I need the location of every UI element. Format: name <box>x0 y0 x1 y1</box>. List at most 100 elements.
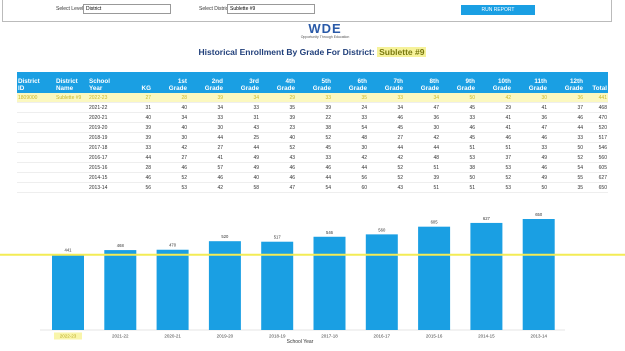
column-header: 1st Grade <box>152 72 188 93</box>
table-cell: 36 <box>404 112 440 123</box>
run-report-button[interactable]: RUN REPORT <box>461 5 535 15</box>
table-cell <box>55 102 88 113</box>
table-cell: 43 <box>368 182 404 193</box>
table-cell: 52 <box>296 132 332 143</box>
column-header: 3rd Grade <box>224 72 260 93</box>
table-cell: 54 <box>548 162 584 173</box>
x-tick-label: 2016-17 <box>374 334 391 339</box>
x-tick-label: 2022-23 <box>60 334 77 339</box>
table-cell: 52 <box>368 162 404 173</box>
table-cell: 605 <box>584 162 608 173</box>
table-cell: 41 <box>476 112 512 123</box>
table-cell: 33 <box>368 93 404 103</box>
bar <box>208 241 241 330</box>
value-label: 627 <box>483 216 491 221</box>
table-cell: 28 <box>128 162 152 173</box>
value-label: 441 <box>65 248 73 253</box>
value-label: 470 <box>169 243 177 248</box>
table-cell: 43 <box>260 152 296 163</box>
level-select[interactable]: District <box>83 4 171 14</box>
title-text: Historical Enrollment By Grade For Distr… <box>198 47 375 57</box>
table-cell <box>55 152 88 163</box>
value-label: 517 <box>274 235 282 240</box>
table-cell: 25 <box>224 132 260 143</box>
table-cell: 33 <box>332 112 368 123</box>
table-cell: 49 <box>224 152 260 163</box>
value-label: 605 <box>431 220 439 225</box>
table-cell: 40 <box>260 132 296 143</box>
table-cell: 44 <box>404 142 440 153</box>
column-header: 4th Grade <box>260 72 296 93</box>
report-title: Historical Enrollment By Grade For Distr… <box>0 47 625 57</box>
table-cell: 33 <box>224 102 260 113</box>
column-header: Total <box>584 72 608 93</box>
table-cell: 60 <box>332 182 368 193</box>
table-cell <box>17 152 55 163</box>
table-cell: 39 <box>188 93 224 103</box>
table-cell: 31 <box>128 102 152 113</box>
value-label: 520 <box>221 234 229 239</box>
table-cell: 34 <box>152 112 188 123</box>
column-header: 2nd Grade <box>188 72 224 93</box>
table-cell: 44 <box>548 122 584 133</box>
table-cell: 38 <box>440 162 476 173</box>
category-highlight <box>54 332 82 340</box>
column-header: 8th Grade <box>404 72 440 93</box>
table-cell: 2019-20 <box>88 122 128 133</box>
table-cell: 52 <box>548 152 584 163</box>
column-header: District ID <box>17 72 55 93</box>
table-cell: 50 <box>440 172 476 183</box>
table-cell: 33 <box>296 93 332 103</box>
table-cell: 36 <box>512 112 548 123</box>
table-cell: 546 <box>584 142 608 153</box>
table-cell: 46 <box>296 162 332 173</box>
district-label: Select District: <box>199 6 231 12</box>
table-cell: 30 <box>152 132 188 143</box>
table-cell: 51 <box>404 182 440 193</box>
table-cell: 35 <box>332 93 368 103</box>
table-cell: 49 <box>512 172 548 183</box>
table-cell: 54 <box>296 182 332 193</box>
table-row: 2019-20 39 40 30 43 23 38 54 45 30 46 41 47 44 520 <box>17 122 608 133</box>
column-header: 11th Grade <box>512 72 548 93</box>
value-label: 560 <box>378 227 386 232</box>
table-cell: 54 <box>332 122 368 133</box>
table-cell: 560 <box>584 152 608 163</box>
table-cell: 39 <box>128 122 152 133</box>
table-cell: 40 <box>152 102 188 113</box>
table-row: 2013-14 56 53 42 58 47 54 60 43 51 51 53 50 35 650 <box>17 182 608 193</box>
table-cell: 47 <box>260 182 296 193</box>
table-cell: 52 <box>152 172 188 183</box>
table-cell: 50 <box>512 182 548 193</box>
logo-mark: WDE <box>308 21 342 36</box>
table-cell: 2016-17 <box>88 152 128 163</box>
table-cell: 46 <box>188 172 224 183</box>
district-select[interactable]: Sublette #9 <box>227 4 315 14</box>
x-tick-label: 2019-20 <box>217 334 234 339</box>
table-cell: 47 <box>512 122 548 133</box>
table-cell: 31 <box>224 112 260 123</box>
column-header: 9th Grade <box>440 72 476 93</box>
table-cell: 2017-18 <box>88 142 128 153</box>
table-cell: 44 <box>224 142 260 153</box>
table-cell: 46 <box>512 132 548 143</box>
table-cell: 57 <box>188 162 224 173</box>
table-cell: 34 <box>188 102 224 113</box>
x-axis-label: School Year <box>287 339 314 345</box>
table-cell: 27 <box>152 152 188 163</box>
table-cell: 33 <box>188 112 224 123</box>
table-cell: 45 <box>440 102 476 113</box>
column-header: 6th Grade <box>332 72 368 93</box>
table-cell: 37 <box>548 102 584 113</box>
table-cell: 45 <box>440 132 476 143</box>
table-row: 2017-18 33 42 27 44 52 45 30 44 44 51 51 33 50 546 <box>17 142 608 153</box>
x-tick-label: 2015-16 <box>426 334 443 339</box>
table-cell <box>17 172 55 183</box>
table-cell: 27 <box>368 132 404 143</box>
bar <box>52 254 84 330</box>
table-cell: 51 <box>440 182 476 193</box>
table-cell: 34 <box>404 93 440 103</box>
table-cell: 43 <box>224 122 260 133</box>
bar <box>418 226 451 330</box>
column-header: KG <box>128 72 152 93</box>
